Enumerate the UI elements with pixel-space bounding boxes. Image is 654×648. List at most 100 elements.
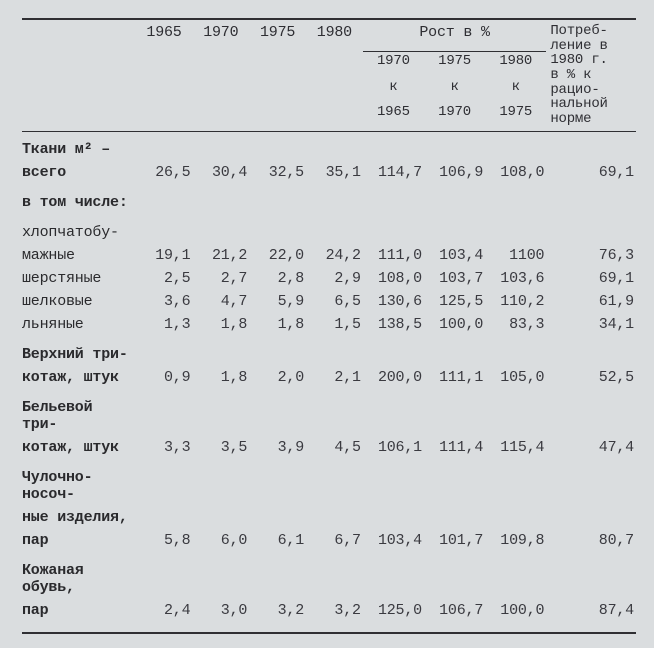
cell: 106,1 xyxy=(363,436,424,459)
row-label: ные изделия, xyxy=(22,506,136,529)
cell: 5,9 xyxy=(249,290,306,313)
row-label: шелковые xyxy=(22,290,136,313)
cell: 61,9 xyxy=(546,290,636,313)
row-label: Кожаная обувь, xyxy=(22,552,136,599)
cell: 26,5 xyxy=(136,161,193,184)
mid-rule xyxy=(22,131,636,132)
table-row: льняные 1,3 1,8 1,8 1,5 138,5 100,0 83,3… xyxy=(22,313,636,336)
table-row: Кожаная обувь, xyxy=(22,552,636,599)
cell: 2,4 xyxy=(136,599,193,622)
cell: 32,5 xyxy=(249,161,306,184)
cell: 106,7 xyxy=(424,599,485,622)
table-row: ные изделия, xyxy=(22,506,636,529)
row-label: Чулочно-носоч- xyxy=(22,459,136,506)
cell: 1,3 xyxy=(136,313,193,336)
table-row: шелковые 3,6 4,7 5,9 6,5 130,6 125,5 110… xyxy=(22,290,636,313)
page: 1965 1970 1975 1980 Рост в % Потреб- лен… xyxy=(0,0,654,648)
table-row: котаж, штук 3,3 3,5 3,9 4,5 106,1 111,4 … xyxy=(22,436,636,459)
cell: 3,3 xyxy=(136,436,193,459)
header-growth-1-top: 1975 xyxy=(424,51,485,77)
cell: 111,4 xyxy=(424,436,485,459)
header-growth-0-bot: 1965 xyxy=(363,103,424,129)
cell: 47,4 xyxy=(546,436,636,459)
top-rule xyxy=(22,18,636,20)
cell: 2,0 xyxy=(249,366,306,389)
cell: 114,7 xyxy=(363,161,424,184)
cell: 5,8 xyxy=(136,529,193,552)
cell: 100,0 xyxy=(485,599,546,622)
cell: 138,5 xyxy=(363,313,424,336)
cell: 24,2 xyxy=(306,244,363,267)
cell: 0,9 xyxy=(136,366,193,389)
cell: 1,8 xyxy=(249,313,306,336)
header-year-1980: 1980 xyxy=(306,22,363,129)
cell: 2,7 xyxy=(192,267,249,290)
cell: 6,7 xyxy=(306,529,363,552)
row-label: мажные xyxy=(22,244,136,267)
header-year-1975: 1975 xyxy=(249,22,306,129)
bottom-rule xyxy=(22,632,636,634)
row-label: Бельевой три- xyxy=(22,389,136,436)
cell: 108,0 xyxy=(485,161,546,184)
cell: 2,1 xyxy=(306,366,363,389)
cell: 35,1 xyxy=(306,161,363,184)
table-row: Ткани м² – xyxy=(22,138,636,161)
cell: 101,7 xyxy=(424,529,485,552)
table-row: котаж, штук 0,9 1,8 2,0 2,1 200,0 111,1 … xyxy=(22,366,636,389)
cell: 1,8 xyxy=(192,366,249,389)
header-last-col: Потреб- ление в 1980 г. в % к рацио- нал… xyxy=(546,22,636,129)
cell: 106,9 xyxy=(424,161,485,184)
row-label: пар xyxy=(22,529,136,552)
cell: 21,2 xyxy=(192,244,249,267)
subtotal-label: в том числе: xyxy=(22,184,636,214)
row-label: Верхний три- xyxy=(22,336,136,366)
row-label: шерстяные xyxy=(22,267,136,290)
cell: 80,7 xyxy=(546,529,636,552)
header-year-1965: 1965 xyxy=(136,22,193,129)
table-row: пар 5,8 6,0 6,1 6,7 103,4 101,7 109,8 80… xyxy=(22,529,636,552)
cell: 3,5 xyxy=(192,436,249,459)
cell: 22,0 xyxy=(249,244,306,267)
cell: 4,7 xyxy=(192,290,249,313)
cell: 19,1 xyxy=(136,244,193,267)
header-growth-0-mid: к xyxy=(363,78,424,104)
cell: 2,8 xyxy=(249,267,306,290)
cell: 6,1 xyxy=(249,529,306,552)
table-row: шерстяные 2,5 2,7 2,8 2,9 108,0 103,7 10… xyxy=(22,267,636,290)
cell: 4,5 xyxy=(306,436,363,459)
table-row: Верхний три- xyxy=(22,336,636,366)
cell: 3,2 xyxy=(249,599,306,622)
cell: 3,2 xyxy=(306,599,363,622)
cell: 2,5 xyxy=(136,267,193,290)
cell: 3,6 xyxy=(136,290,193,313)
cell: 130,6 xyxy=(363,290,424,313)
cell: 1,8 xyxy=(192,313,249,336)
cell: 103,4 xyxy=(424,244,485,267)
cell: 6,5 xyxy=(306,290,363,313)
row-label: льняные xyxy=(22,313,136,336)
table-header: 1965 1970 1975 1980 Рост в % Потреб- лен… xyxy=(22,22,636,129)
cell: 3,9 xyxy=(249,436,306,459)
table-row: хлопчатобу- xyxy=(22,214,636,244)
cell: 69,1 xyxy=(546,267,636,290)
row-label: котаж, штук xyxy=(22,436,136,459)
cell: 76,3 xyxy=(546,244,636,267)
row-label: пар xyxy=(22,599,136,622)
table-row: в том числе: xyxy=(22,184,636,214)
cell: 6,0 xyxy=(192,529,249,552)
cell: 103,4 xyxy=(363,529,424,552)
cell: 115,4 xyxy=(485,436,546,459)
table-body: Ткани м² – всего 26,5 30,4 32,5 35,1 114… xyxy=(22,138,636,622)
header-growth-2-top: 1980 xyxy=(485,51,546,77)
table-row: мажные 19,1 21,2 22,0 24,2 111,0 103,4 1… xyxy=(22,244,636,267)
row-label: всего xyxy=(22,161,136,184)
cell: 100,0 xyxy=(424,313,485,336)
cell: 103,7 xyxy=(424,267,485,290)
cell: 111,1 xyxy=(424,366,485,389)
header-year-1970: 1970 xyxy=(192,22,249,129)
cell: 83,3 xyxy=(485,313,546,336)
cell: 87,4 xyxy=(546,599,636,622)
header-growth-1-bot: 1970 xyxy=(424,103,485,129)
table-row: всего 26,5 30,4 32,5 35,1 114,7 106,9 10… xyxy=(22,161,636,184)
cell: 52,5 xyxy=(546,366,636,389)
